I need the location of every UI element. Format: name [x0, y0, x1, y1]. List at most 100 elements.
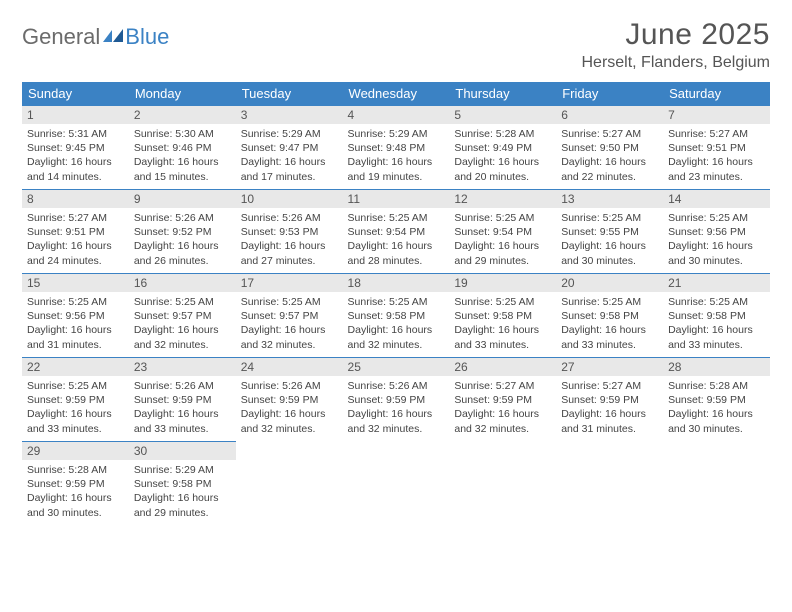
- calendar-row: 15Sunrise: 5:25 AMSunset: 9:56 PMDayligh…: [22, 273, 770, 357]
- day-details: Sunrise: 5:25 AMSunset: 9:57 PMDaylight:…: [129, 292, 236, 356]
- day-number: 26: [449, 357, 556, 376]
- day-number: 18: [343, 273, 450, 292]
- weekday-header: Tuesday: [236, 82, 343, 105]
- day-details: Sunrise: 5:28 AMSunset: 9:49 PMDaylight:…: [449, 124, 556, 188]
- calendar-body: 1Sunrise: 5:31 AMSunset: 9:45 PMDaylight…: [22, 105, 770, 525]
- day-number: 14: [663, 189, 770, 208]
- logo-mark-icon: [103, 24, 125, 50]
- calendar-cell: [556, 441, 663, 525]
- day-details: Sunrise: 5:25 AMSunset: 9:58 PMDaylight:…: [663, 292, 770, 356]
- calendar-row: 22Sunrise: 5:25 AMSunset: 9:59 PMDayligh…: [22, 357, 770, 441]
- calendar-cell: [663, 441, 770, 525]
- header: General Blue June 2025 Herselt, Flanders…: [22, 18, 770, 72]
- day-number: 16: [129, 273, 236, 292]
- calendar-cell: 15Sunrise: 5:25 AMSunset: 9:56 PMDayligh…: [22, 273, 129, 357]
- calendar-cell: 6Sunrise: 5:27 AMSunset: 9:50 PMDaylight…: [556, 105, 663, 189]
- calendar-cell: 22Sunrise: 5:25 AMSunset: 9:59 PMDayligh…: [22, 357, 129, 441]
- day-number: 13: [556, 189, 663, 208]
- day-number: 27: [556, 357, 663, 376]
- calendar-cell: 17Sunrise: 5:25 AMSunset: 9:57 PMDayligh…: [236, 273, 343, 357]
- day-details: Sunrise: 5:25 AMSunset: 9:55 PMDaylight:…: [556, 208, 663, 272]
- calendar-cell: 30Sunrise: 5:29 AMSunset: 9:58 PMDayligh…: [129, 441, 236, 525]
- calendar-cell: 21Sunrise: 5:25 AMSunset: 9:58 PMDayligh…: [663, 273, 770, 357]
- calendar-page: General Blue June 2025 Herselt, Flanders…: [0, 0, 792, 525]
- weekday-header: Friday: [556, 82, 663, 105]
- day-number: 19: [449, 273, 556, 292]
- calendar-cell: 27Sunrise: 5:27 AMSunset: 9:59 PMDayligh…: [556, 357, 663, 441]
- calendar-cell: 11Sunrise: 5:25 AMSunset: 9:54 PMDayligh…: [343, 189, 450, 273]
- day-number: 4: [343, 105, 450, 124]
- calendar-cell: 14Sunrise: 5:25 AMSunset: 9:56 PMDayligh…: [663, 189, 770, 273]
- day-details: Sunrise: 5:25 AMSunset: 9:54 PMDaylight:…: [449, 208, 556, 272]
- day-number: 11: [343, 189, 450, 208]
- day-number: 1: [22, 105, 129, 124]
- day-number: 12: [449, 189, 556, 208]
- calendar-cell: 18Sunrise: 5:25 AMSunset: 9:58 PMDayligh…: [343, 273, 450, 357]
- calendar-cell: 5Sunrise: 5:28 AMSunset: 9:49 PMDaylight…: [449, 105, 556, 189]
- calendar-cell: [236, 441, 343, 525]
- day-number: 2: [129, 105, 236, 124]
- title-block: June 2025 Herselt, Flanders, Belgium: [581, 18, 770, 72]
- weekday-header: Monday: [129, 82, 236, 105]
- day-number: 10: [236, 189, 343, 208]
- calendar-table: SundayMondayTuesdayWednesdayThursdayFrid…: [22, 82, 770, 525]
- day-details: Sunrise: 5:26 AMSunset: 9:52 PMDaylight:…: [129, 208, 236, 272]
- day-number: 21: [663, 273, 770, 292]
- day-number: 6: [556, 105, 663, 124]
- day-number: 23: [129, 357, 236, 376]
- day-number: 8: [22, 189, 129, 208]
- day-details: Sunrise: 5:25 AMSunset: 9:58 PMDaylight:…: [449, 292, 556, 356]
- location-text: Herselt, Flanders, Belgium: [581, 54, 770, 72]
- brand-part1: General: [22, 24, 100, 50]
- calendar-row: 8Sunrise: 5:27 AMSunset: 9:51 PMDaylight…: [22, 189, 770, 273]
- day-details: Sunrise: 5:26 AMSunset: 9:59 PMDaylight:…: [236, 376, 343, 440]
- day-number: 24: [236, 357, 343, 376]
- calendar-cell: 4Sunrise: 5:29 AMSunset: 9:48 PMDaylight…: [343, 105, 450, 189]
- calendar-cell: 10Sunrise: 5:26 AMSunset: 9:53 PMDayligh…: [236, 189, 343, 273]
- calendar-cell: 2Sunrise: 5:30 AMSunset: 9:46 PMDaylight…: [129, 105, 236, 189]
- day-details: Sunrise: 5:25 AMSunset: 9:58 PMDaylight:…: [556, 292, 663, 356]
- day-details: Sunrise: 5:25 AMSunset: 9:58 PMDaylight:…: [343, 292, 450, 356]
- day-number: 9: [129, 189, 236, 208]
- calendar-cell: 13Sunrise: 5:25 AMSunset: 9:55 PMDayligh…: [556, 189, 663, 273]
- day-details: Sunrise: 5:26 AMSunset: 9:59 PMDaylight:…: [129, 376, 236, 440]
- calendar-cell: [449, 441, 556, 525]
- day-details: Sunrise: 5:30 AMSunset: 9:46 PMDaylight:…: [129, 124, 236, 188]
- day-number: 7: [663, 105, 770, 124]
- calendar-row: 1Sunrise: 5:31 AMSunset: 9:45 PMDaylight…: [22, 105, 770, 189]
- day-details: Sunrise: 5:25 AMSunset: 9:59 PMDaylight:…: [22, 376, 129, 440]
- calendar-cell: 9Sunrise: 5:26 AMSunset: 9:52 PMDaylight…: [129, 189, 236, 273]
- day-details: Sunrise: 5:25 AMSunset: 9:56 PMDaylight:…: [22, 292, 129, 356]
- calendar-cell: 8Sunrise: 5:27 AMSunset: 9:51 PMDaylight…: [22, 189, 129, 273]
- day-details: Sunrise: 5:27 AMSunset: 9:59 PMDaylight:…: [556, 376, 663, 440]
- day-details: Sunrise: 5:25 AMSunset: 9:54 PMDaylight:…: [343, 208, 450, 272]
- calendar-cell: 1Sunrise: 5:31 AMSunset: 9:45 PMDaylight…: [22, 105, 129, 189]
- weekday-header: Sunday: [22, 82, 129, 105]
- day-details: Sunrise: 5:25 AMSunset: 9:56 PMDaylight:…: [663, 208, 770, 272]
- calendar-cell: 16Sunrise: 5:25 AMSunset: 9:57 PMDayligh…: [129, 273, 236, 357]
- day-number: 17: [236, 273, 343, 292]
- calendar-cell: 29Sunrise: 5:28 AMSunset: 9:59 PMDayligh…: [22, 441, 129, 525]
- day-details: Sunrise: 5:31 AMSunset: 9:45 PMDaylight:…: [22, 124, 129, 188]
- calendar-cell: 24Sunrise: 5:26 AMSunset: 9:59 PMDayligh…: [236, 357, 343, 441]
- day-details: Sunrise: 5:26 AMSunset: 9:53 PMDaylight:…: [236, 208, 343, 272]
- day-details: Sunrise: 5:27 AMSunset: 9:51 PMDaylight:…: [22, 208, 129, 272]
- day-number: 15: [22, 273, 129, 292]
- weekday-header: Saturday: [663, 82, 770, 105]
- calendar-cell: [343, 441, 450, 525]
- day-details: Sunrise: 5:25 AMSunset: 9:57 PMDaylight:…: [236, 292, 343, 356]
- calendar-cell: 19Sunrise: 5:25 AMSunset: 9:58 PMDayligh…: [449, 273, 556, 357]
- day-number: 25: [343, 357, 450, 376]
- calendar-cell: 7Sunrise: 5:27 AMSunset: 9:51 PMDaylight…: [663, 105, 770, 189]
- calendar-cell: 26Sunrise: 5:27 AMSunset: 9:59 PMDayligh…: [449, 357, 556, 441]
- day-number: 30: [129, 441, 236, 460]
- day-details: Sunrise: 5:28 AMSunset: 9:59 PMDaylight:…: [663, 376, 770, 440]
- day-number: 22: [22, 357, 129, 376]
- brand-logo: General Blue: [22, 18, 169, 50]
- day-number: 20: [556, 273, 663, 292]
- month-title: June 2025: [581, 18, 770, 52]
- day-details: Sunrise: 5:27 AMSunset: 9:51 PMDaylight:…: [663, 124, 770, 188]
- day-details: Sunrise: 5:29 AMSunset: 9:58 PMDaylight:…: [129, 460, 236, 524]
- day-details: Sunrise: 5:28 AMSunset: 9:59 PMDaylight:…: [22, 460, 129, 524]
- day-number: 28: [663, 357, 770, 376]
